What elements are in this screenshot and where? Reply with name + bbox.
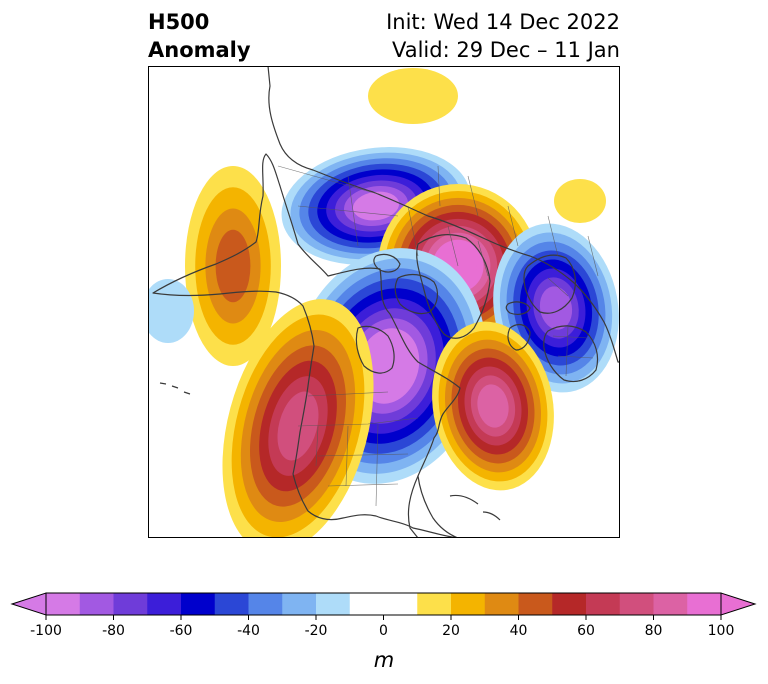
valid-range: Valid: 29 Dec – 11 Jan: [391, 38, 620, 62]
colorbar-tick-label: 80: [645, 623, 663, 639]
colorbar-tick-label: 0: [379, 623, 388, 639]
chart-title: H500 Anomaly: [148, 8, 251, 64]
colorbar-segment: [181, 593, 216, 615]
anomaly-map: [148, 66, 620, 538]
title-line-1: H500: [148, 10, 210, 34]
colorbar: -100 -80 -60 -40 -20 0 20 40 60 80 100 m: [10, 592, 757, 672]
colorbar-extend-high: [720, 592, 757, 616]
colorbar-segment: [484, 593, 519, 615]
contour-level-80: [477, 384, 509, 428]
contour-level--80: [539, 286, 573, 330]
colorbar-tick-label: 40: [510, 623, 528, 639]
colorbar-tick-label: -80: [102, 623, 125, 639]
anomaly-negative-2: [493, 223, 619, 393]
contour-level--90: [352, 191, 400, 221]
colorbar-segment: [687, 593, 722, 615]
borders: [277, 165, 599, 507]
colorbar-tick-label: 100: [708, 623, 735, 639]
colorbar-segment: [147, 593, 182, 615]
colorbar-segment: [248, 593, 283, 615]
colorbar-segment: [349, 593, 384, 615]
colorbar-segment: [383, 593, 418, 615]
colorbar-segment: [586, 593, 621, 615]
colorbar-segment: [79, 593, 114, 615]
colorbar-segment: [417, 593, 452, 615]
colorbar-unit-label: m: [374, 648, 394, 672]
colorbar-tick-label: -60: [170, 623, 193, 639]
colorbar-segment: [214, 593, 249, 615]
colorbar-segment: [619, 593, 654, 615]
colorbar-segment: [451, 593, 486, 615]
colorbar-segment: [282, 593, 317, 615]
anomaly-positive-8: [554, 179, 606, 223]
colorbar-segments: [46, 593, 722, 615]
contour-level--100: [365, 338, 411, 394]
colorbar-segment: [552, 593, 587, 615]
colorbar-segment: [518, 593, 553, 615]
colorbar-ticks: -100 -80 -60 -40 -20 0 20 40 60 80 100: [30, 615, 734, 639]
colorbar-segment: [653, 593, 688, 615]
contour-level-40: [215, 229, 251, 303]
anomaly-positive-6: [185, 166, 281, 366]
chart-dates: Init: Wed 14 Dec 2022 Valid: 29 Dec – 11…: [386, 8, 620, 64]
contour-level-10: [368, 68, 458, 124]
coastlines: [152, 66, 620, 538]
colorbar-tick-label: 20: [442, 623, 460, 639]
anomaly-positive-5: [432, 321, 554, 491]
anomaly-fills: [148, 68, 619, 538]
colorbar-segment: [113, 593, 148, 615]
colorbar-segment: [316, 593, 351, 615]
init-date: Init: Wed 14 Dec 2022: [386, 10, 620, 34]
colorbar-tick-label: -20: [305, 623, 328, 639]
contour-level-10: [554, 179, 606, 223]
colorbar-tick-label: -100: [30, 623, 62, 639]
colorbar-tick-label: 60: [577, 623, 595, 639]
title-line-2: Anomaly: [148, 38, 251, 62]
colorbar-extend-low: [10, 592, 47, 616]
anomaly-positive-7: [368, 68, 458, 124]
colorbar-tick-label: -40: [237, 623, 260, 639]
colorbar-segment: [46, 593, 81, 615]
